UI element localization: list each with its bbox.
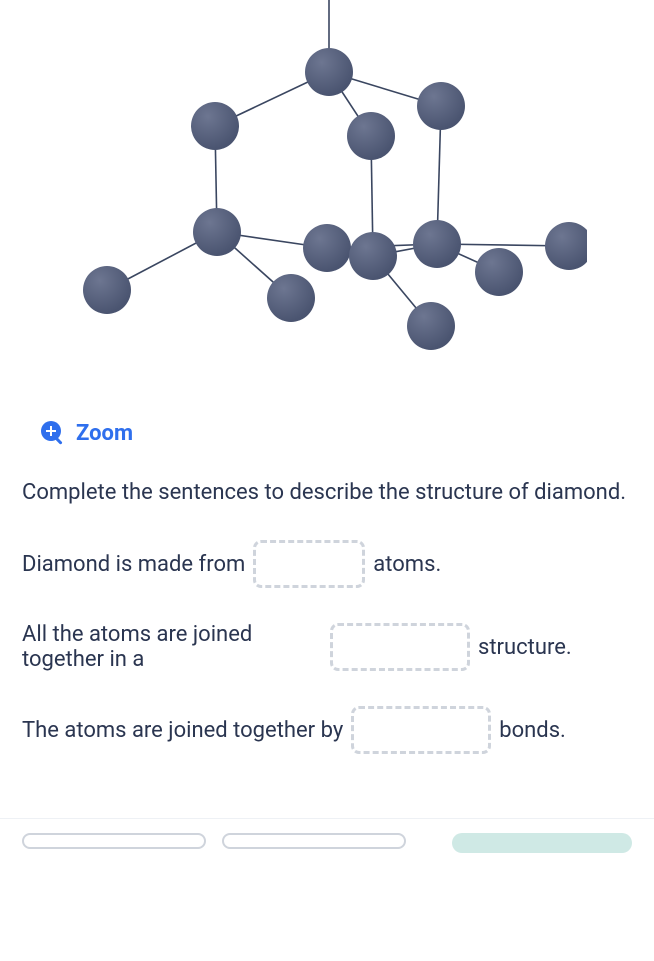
molecule-svg — [67, 0, 587, 400]
sentence-3-part-a: The atoms are joined together by — [22, 718, 343, 743]
sentence-1-part-b: atoms. — [373, 552, 441, 577]
instruction-text: Complete the sentences to describe the s… — [22, 476, 632, 510]
blank-3[interactable] — [351, 706, 491, 754]
footer-buttons — [0, 818, 654, 853]
sentence-2-part-a: All the atoms are joined together in a — [22, 622, 322, 672]
zoom-in-icon — [40, 420, 66, 446]
footer-button-mid[interactable] — [222, 833, 406, 849]
question-content: Complete the sentences to describe the s… — [0, 476, 654, 818]
sentence-3-part-b: bonds. — [499, 718, 566, 743]
sentence-3: The atoms are joined together by bonds. — [22, 706, 632, 754]
blank-1[interactable] — [253, 540, 365, 588]
sentence-1: Diamond is made from atoms. — [22, 540, 632, 588]
footer-button-right[interactable] — [452, 833, 632, 853]
sentence-2: All the atoms are joined together in a s… — [22, 622, 632, 672]
blank-2[interactable] — [330, 623, 470, 671]
footer-button-left[interactable] — [22, 833, 206, 849]
zoom-button[interactable]: Zoom — [0, 400, 654, 476]
zoom-label: Zoom — [76, 421, 133, 446]
sentence-2-part-b: structure. — [478, 635, 572, 660]
molecule-diagram — [0, 0, 654, 400]
sentence-1-part-a: Diamond is made from — [22, 552, 245, 577]
